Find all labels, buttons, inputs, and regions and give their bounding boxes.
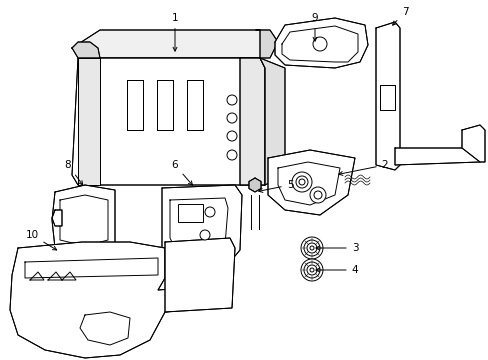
Circle shape (301, 237, 323, 259)
Circle shape (304, 262, 319, 278)
Polygon shape (274, 18, 367, 68)
Circle shape (226, 95, 237, 105)
Polygon shape (186, 80, 203, 130)
Polygon shape (267, 150, 354, 215)
Polygon shape (461, 125, 484, 162)
Text: 7: 7 (392, 7, 407, 25)
Text: 1: 1 (171, 13, 178, 51)
Circle shape (313, 191, 321, 199)
Circle shape (183, 210, 193, 220)
Circle shape (309, 268, 313, 272)
Text: 6: 6 (171, 160, 192, 185)
Polygon shape (394, 148, 479, 165)
Circle shape (306, 265, 316, 275)
Circle shape (301, 259, 323, 281)
Bar (178, 204, 203, 222)
Polygon shape (379, 85, 394, 110)
Circle shape (226, 150, 237, 160)
Polygon shape (72, 58, 264, 185)
Polygon shape (260, 58, 285, 185)
Circle shape (309, 187, 325, 203)
Text: 10: 10 (25, 230, 57, 250)
Circle shape (204, 207, 215, 217)
Text: 8: 8 (64, 160, 82, 185)
Circle shape (200, 230, 209, 240)
Text: 5: 5 (258, 180, 293, 192)
Polygon shape (72, 30, 269, 58)
Text: 9: 9 (311, 13, 318, 41)
Circle shape (295, 176, 307, 188)
Polygon shape (248, 178, 261, 192)
Circle shape (298, 179, 305, 185)
Polygon shape (78, 58, 100, 185)
Polygon shape (52, 210, 62, 226)
Circle shape (226, 113, 237, 123)
Text: 2: 2 (338, 160, 387, 175)
Text: 3: 3 (315, 243, 358, 253)
Polygon shape (256, 30, 278, 58)
Polygon shape (164, 238, 235, 312)
Text: 4: 4 (315, 265, 358, 275)
Circle shape (312, 37, 326, 51)
Polygon shape (72, 42, 100, 58)
Polygon shape (375, 22, 399, 170)
Circle shape (291, 172, 311, 192)
Polygon shape (162, 185, 242, 265)
Polygon shape (157, 80, 173, 130)
Circle shape (226, 131, 237, 141)
Polygon shape (52, 185, 115, 255)
Circle shape (304, 240, 319, 256)
Circle shape (306, 243, 316, 253)
Polygon shape (10, 242, 231, 358)
Circle shape (309, 246, 313, 250)
Polygon shape (240, 58, 264, 185)
Polygon shape (127, 80, 142, 130)
